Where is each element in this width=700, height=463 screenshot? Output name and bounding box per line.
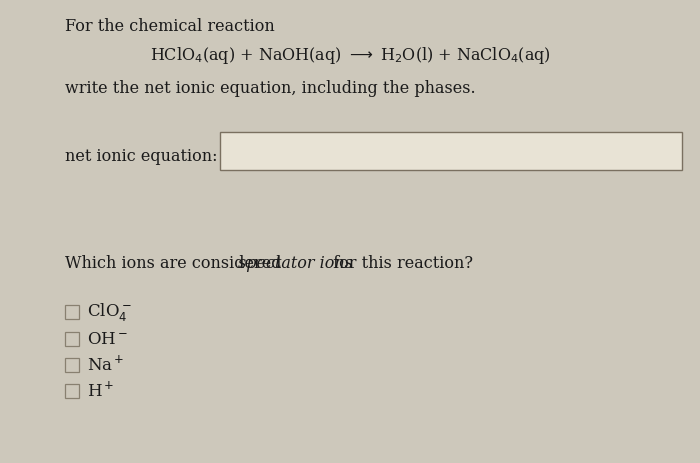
Text: HClO$_4$(aq) + NaOH(aq) $\longrightarrow$ H$_2$O(l) + NaClO$_4$(aq): HClO$_4$(aq) + NaOH(aq) $\longrightarrow… — [150, 45, 550, 66]
FancyBboxPatch shape — [65, 358, 79, 372]
FancyBboxPatch shape — [65, 384, 79, 398]
Text: ClO$_4^-$: ClO$_4^-$ — [87, 301, 132, 323]
Text: write the net ionic equation, including the phases.: write the net ionic equation, including … — [65, 80, 475, 97]
Text: net ionic equation:: net ionic equation: — [65, 148, 218, 165]
Text: for this reaction?: for this reaction? — [328, 255, 473, 272]
Text: H$^+$: H$^+$ — [87, 382, 114, 400]
Text: Na$^+$: Na$^+$ — [87, 355, 125, 375]
FancyBboxPatch shape — [220, 132, 682, 170]
Text: spectator ions: spectator ions — [238, 255, 353, 272]
FancyBboxPatch shape — [65, 332, 79, 346]
Text: For the chemical reaction: For the chemical reaction — [65, 18, 274, 35]
Text: Which ions are considered: Which ions are considered — [65, 255, 286, 272]
Text: OH$^-$: OH$^-$ — [87, 331, 128, 348]
FancyBboxPatch shape — [65, 305, 79, 319]
